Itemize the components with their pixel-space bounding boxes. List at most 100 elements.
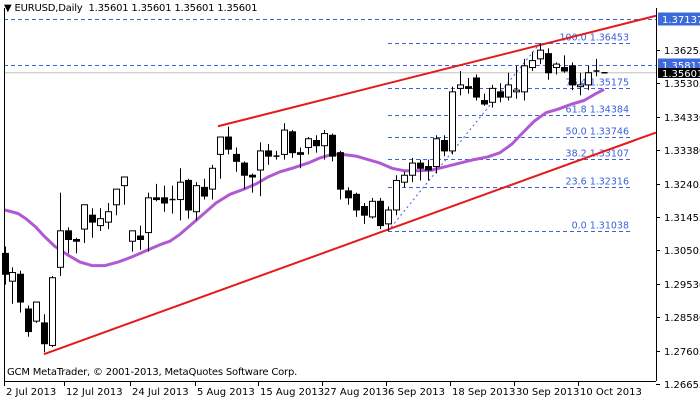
lower-channel-line[interactable]: [43, 131, 657, 356]
candle-body-bull: [81, 204, 88, 230]
candle: [537, 43, 544, 65]
candle-body-bull: [385, 209, 392, 225]
candle-body-bear: [337, 152, 344, 190]
candle-body-bull: [193, 185, 200, 213]
candle: [409, 157, 416, 183]
candle-body-bull: [209, 167, 216, 190]
candle: [233, 147, 240, 172]
candle-body-bear: [201, 186, 208, 197]
candle: [2, 246, 9, 285]
candle-body-bull: [177, 181, 184, 201]
candle-body-bear: [241, 162, 248, 176]
candle: [401, 171, 408, 188]
price-axis[interactable]: 1.36255 1.35305 1.34330 1.33380 1.32405 1.314…: [656, 12, 700, 392]
candle: [377, 197, 384, 230]
time-axis[interactable]: 2 Jul 2013 12 Jul 2013 24 Jul 2013 5 Aug 20…: [4, 381, 642, 398]
candle-body-bear: [473, 77, 480, 98]
ohlc-values: 1.35601 1.35601 1.35601 1.35601: [88, 3, 258, 14]
candle: [329, 133, 336, 162]
candle: [25, 305, 32, 337]
candle-body-bear: [249, 174, 256, 178]
x-tick-label: 30 Sep 2013: [516, 387, 579, 398]
candle: [369, 197, 376, 219]
candle-body-bull: [457, 84, 464, 89]
candle-body-bear: [313, 139, 320, 147]
y-tick-label: 1.32405: [664, 180, 700, 191]
candle-body-bull: [433, 138, 440, 168]
candle: [505, 72, 512, 101]
candle-body-bull: [401, 174, 408, 183]
candle-body-bear: [353, 193, 360, 211]
candle-body-bull: [9, 272, 16, 282]
trend-channel[interactable]: [43, 14, 657, 356]
candle: [569, 62, 576, 91]
candle-body-bear: [185, 179, 192, 211]
y-tick-label: 1.26655: [664, 380, 700, 391]
candle: [217, 136, 224, 179]
fibo-levels[interactable]: 100.0 1.36453 76.4 1.35175 61.8 1.34384 50.…: [387, 33, 630, 232]
candle-body-bear: [441, 139, 448, 152]
collapse-triangle-icon[interactable]: ▼: [4, 3, 12, 14]
y-tick-label: 1.28580: [664, 313, 700, 324]
candle-body-bull: [217, 136, 224, 155]
candle-body-bear: [41, 322, 48, 345]
candle: [585, 65, 592, 91]
fibo-trendline[interactable]: [387, 42, 541, 232]
candle-body-bull: [513, 89, 520, 93]
candle-body-bear: [17, 273, 24, 303]
fibo-level-label: 0.0 1.31038: [572, 221, 629, 232]
candle: [177, 168, 184, 221]
bid-price-label[interactable]: 1.35601: [658, 68, 700, 80]
candle-body-bull: [369, 200, 376, 218]
candle-body-bull: [121, 176, 128, 187]
candle-body-bear: [65, 230, 72, 241]
upper-channel-line[interactable]: [217, 14, 657, 128]
candle-body-bear: [329, 134, 336, 157]
candle: [489, 84, 496, 108]
x-tick-label: 15 Aug 2013: [260, 387, 324, 398]
candle: [193, 182, 200, 221]
candle: [593, 58, 600, 77]
candle: [545, 48, 552, 80]
candle: [113, 188, 120, 216]
candle: [449, 86, 456, 155]
candle: [169, 185, 176, 214]
candle: [497, 83, 504, 103]
candle: [41, 314, 48, 353]
candle-body-bull: [33, 301, 40, 322]
chart-header: ▼ EURUSD,Daily 1.35601 1.35601 1.35601 1…: [4, 3, 257, 14]
candle: [385, 206, 392, 231]
candle: [73, 237, 80, 254]
price-highlight-label[interactable]: 1.37137: [658, 12, 700, 27]
candle-body-bull: [489, 87, 496, 103]
candle-body-bull: [577, 84, 584, 88]
candle-body-bear: [25, 308, 32, 333]
candle-body-bull: [129, 230, 136, 242]
candle: [441, 135, 448, 157]
candle: [417, 159, 424, 181]
candle-body-bull: [97, 218, 104, 227]
x-tick-label: 27 Aug 2013: [324, 387, 388, 398]
fibo-level-label: 100.0 1.36453: [559, 33, 629, 44]
candle-body-bear: [377, 200, 384, 227]
candle: [281, 123, 288, 160]
candle-body-bull: [529, 60, 536, 69]
candle: [321, 130, 328, 160]
candle: [137, 225, 144, 250]
candle: [393, 175, 400, 216]
y-tick-label: 1.36255: [664, 46, 700, 57]
candle: [89, 208, 96, 238]
candle-body-bear: [425, 166, 432, 171]
candle: [529, 51, 536, 72]
candle-body-bull: [57, 230, 64, 268]
candle-body-bull: [145, 197, 152, 234]
candle: [129, 230, 136, 252]
candle: [273, 150, 280, 160]
price-label-text: 1.37137: [662, 15, 700, 26]
y-tick-label: 1.27605: [664, 347, 700, 358]
candle: [145, 192, 152, 252]
candle-body-bear: [497, 91, 504, 98]
candle-body-bull: [553, 63, 560, 69]
